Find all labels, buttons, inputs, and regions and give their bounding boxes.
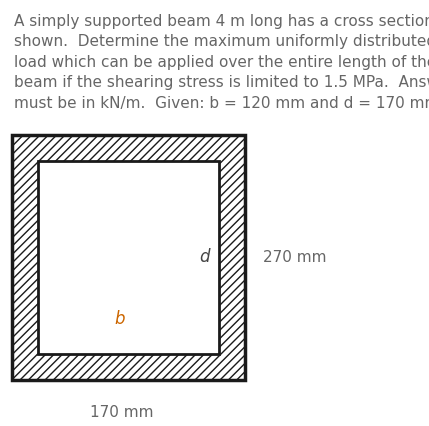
Text: A simply supported beam 4 m long has a cross section
shown.  Determine the maxim: A simply supported beam 4 m long has a c…	[14, 14, 429, 111]
Text: 270 mm: 270 mm	[263, 250, 326, 265]
Text: 170 mm: 170 mm	[90, 405, 153, 420]
Bar	[38, 161, 219, 354]
Text: b: b	[114, 310, 125, 328]
Text: d: d	[199, 248, 210, 267]
Bar	[12, 135, 245, 380]
